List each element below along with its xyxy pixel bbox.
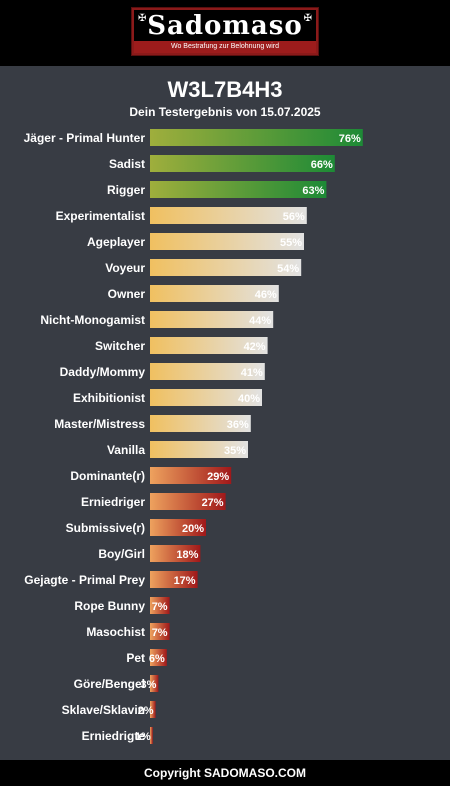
value-label: 6% bbox=[149, 653, 165, 665]
category-label: Experimentalist bbox=[56, 209, 145, 223]
category-label: Daddy/Mommy bbox=[60, 365, 146, 379]
category-label: Pet bbox=[126, 651, 145, 665]
value-label: 3% bbox=[140, 679, 156, 691]
header-bar: ✠ ✠ Sadomaso Wo Bestrafung zur Belohnung… bbox=[0, 0, 450, 66]
category-label: Nicht-Monogamist bbox=[40, 313, 145, 327]
bar-sklave-sklavin bbox=[150, 701, 156, 718]
value-label: 66% bbox=[311, 159, 333, 171]
bar-erniedriger bbox=[150, 493, 226, 510]
value-label: 46% bbox=[255, 289, 277, 301]
bar-owner bbox=[150, 285, 279, 302]
value-label: 55% bbox=[280, 237, 302, 249]
value-label: 40% bbox=[238, 393, 260, 405]
bar-submissive-r bbox=[150, 519, 206, 536]
value-label: 7% bbox=[152, 601, 168, 613]
logo-band bbox=[134, 41, 316, 53]
category-label: Gejagte - Primal Prey bbox=[24, 573, 145, 587]
bar-sadist bbox=[150, 155, 335, 172]
value-label: 18% bbox=[176, 549, 198, 561]
category-label: Rope Bunny bbox=[74, 599, 145, 613]
bar-masochist bbox=[150, 623, 170, 640]
value-label: 7% bbox=[152, 627, 168, 639]
category-label: Switcher bbox=[95, 339, 145, 353]
value-label: 2% bbox=[138, 705, 154, 717]
category-label: Göre/Bengel bbox=[74, 677, 145, 691]
bar-switcher bbox=[150, 337, 268, 354]
bar-experimentalist bbox=[150, 207, 307, 224]
value-label: 35% bbox=[224, 445, 246, 457]
logo-text: Sadomaso bbox=[147, 11, 303, 41]
value-label: 20% bbox=[182, 523, 204, 535]
category-label: Masochist bbox=[86, 625, 145, 639]
bar-rope-bunny bbox=[150, 597, 170, 614]
bar-ageplayer bbox=[150, 233, 304, 250]
category-label: Boy/Girl bbox=[98, 547, 145, 561]
bar-voyeur bbox=[150, 259, 302, 276]
bar-pet bbox=[150, 649, 167, 666]
category-label: Master/Mistress bbox=[54, 417, 145, 431]
result-date: Dein Testergebnis von 15.07.2025 bbox=[129, 105, 321, 119]
category-label: Sklave/Sklavin bbox=[62, 703, 145, 717]
result-bar-chart: Jäger - Primal Hunter 76% Sadist 66% Rigger 6… bbox=[24, 129, 363, 744]
bar-j-ger-primal-hunter bbox=[150, 129, 363, 146]
bar-daddy-mommy bbox=[150, 363, 265, 380]
category-label: Erniedrigte bbox=[82, 729, 146, 743]
category-label: Submissive(r) bbox=[66, 521, 145, 535]
value-label: 29% bbox=[207, 471, 229, 483]
value-label: 1% bbox=[135, 731, 151, 743]
value-label: 41% bbox=[241, 367, 263, 379]
category-label: Erniedriger bbox=[81, 495, 145, 509]
value-label: 27% bbox=[202, 497, 224, 509]
bar-nicht-monogamist bbox=[150, 311, 274, 328]
bar-exhibitionist bbox=[150, 389, 262, 406]
bar-dominante-r bbox=[150, 467, 232, 484]
bar-gejagte-primal-prey bbox=[150, 571, 198, 588]
bar-vanilla bbox=[150, 441, 248, 458]
category-label: Vanilla bbox=[107, 443, 145, 457]
ornament-icon: ✠ bbox=[303, 13, 312, 24]
page-title: W3L7B4H3 bbox=[167, 77, 283, 102]
value-label: 54% bbox=[277, 263, 299, 275]
ornament-icon: ✠ bbox=[138, 13, 147, 24]
bar-master-mistress bbox=[150, 415, 251, 432]
bar-g-re-bengel bbox=[150, 675, 159, 692]
category-label: Dominante(r) bbox=[70, 469, 145, 483]
footer-bar: Copyright SADOMASO.COM bbox=[0, 760, 450, 786]
value-label: 44% bbox=[249, 315, 271, 327]
value-label: 63% bbox=[302, 185, 324, 197]
category-label: Sadist bbox=[109, 157, 145, 171]
bar-erniedrigte bbox=[150, 727, 153, 744]
value-label: 42% bbox=[244, 341, 266, 353]
category-label: Owner bbox=[108, 287, 146, 301]
category-label: Ageplayer bbox=[87, 235, 145, 249]
category-label: Jäger - Primal Hunter bbox=[24, 131, 146, 145]
bar-boy-girl bbox=[150, 545, 201, 562]
category-label: Rigger bbox=[107, 183, 145, 197]
bar-rigger bbox=[150, 181, 327, 198]
copyright-text: Copyright SADOMASO.COM bbox=[144, 766, 306, 780]
category-label: Voyeur bbox=[105, 261, 145, 275]
value-label: 36% bbox=[227, 419, 249, 431]
value-label: 56% bbox=[283, 211, 305, 223]
category-label: Exhibitionist bbox=[73, 391, 145, 405]
site-logo[interactable]: ✠ ✠ Sadomaso Wo Bestrafung zur Belohnung… bbox=[131, 7, 319, 56]
value-label: 76% bbox=[339, 133, 361, 145]
logo-tagline: Wo Bestrafung zur Belohnung wird bbox=[170, 43, 280, 50]
value-label: 17% bbox=[174, 575, 196, 587]
